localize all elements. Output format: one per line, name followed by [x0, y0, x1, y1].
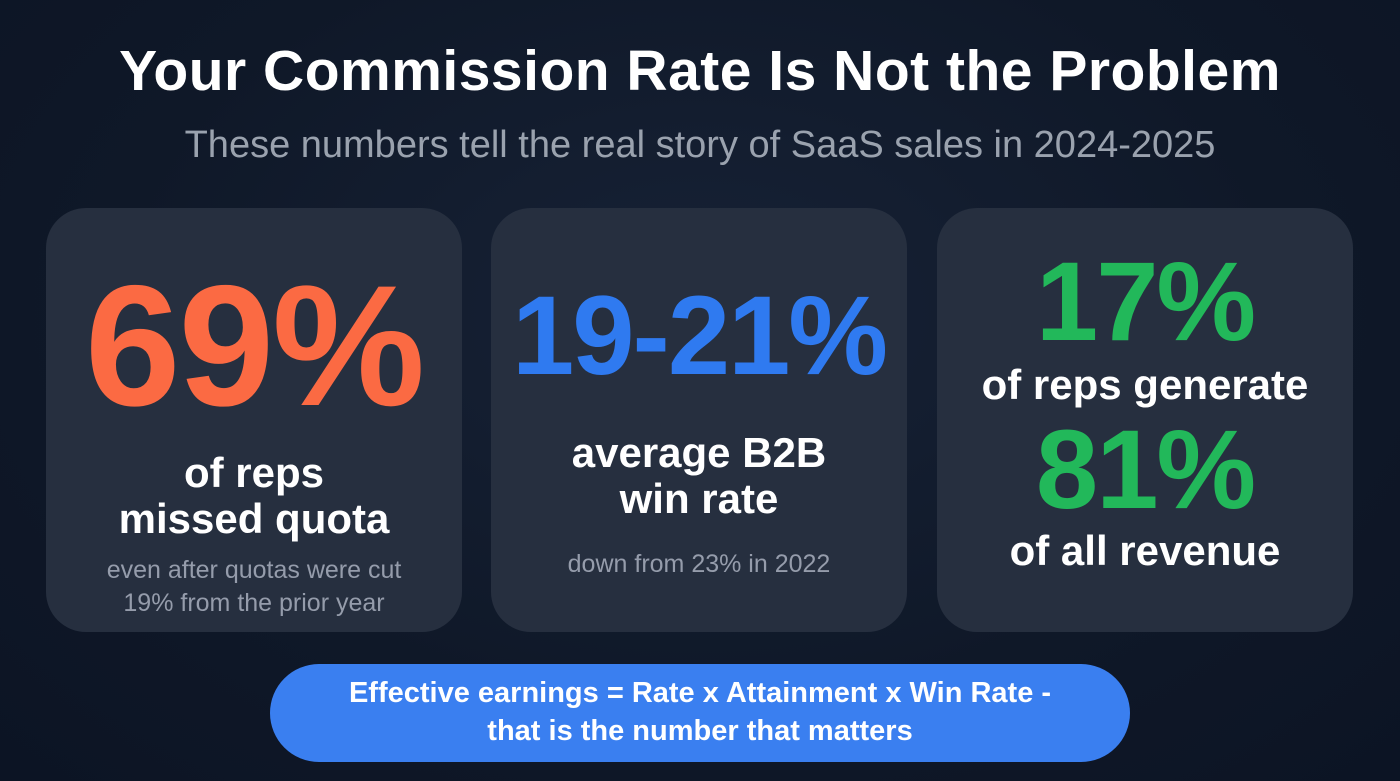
- stat-note: even after quotas were cut 19% from the p…: [107, 554, 402, 619]
- stat-card-missed-quota: 69% of reps missed quota even after quota…: [46, 208, 462, 632]
- stat-note-line: 19% from the prior year: [123, 588, 385, 617]
- stat-label-line: average B2B: [571, 429, 827, 476]
- stat-value-reps: 17%: [1035, 239, 1256, 364]
- stat-label: average B2B win rate: [571, 429, 827, 523]
- stat-card-revenue-concentration: 17% of reps generate 81% of all revenue: [937, 208, 1353, 632]
- callout-line: Effective earnings = Rate x Attainment x…: [348, 677, 1052, 710]
- callout-line: that is the number that matters: [487, 715, 913, 747]
- stat-value: 69%: [84, 250, 425, 442]
- stat-label-line: missed quota: [118, 495, 390, 543]
- stat-value: 19-21%: [511, 273, 888, 398]
- page-title: Your Commission Rate Is Not the Problem: [119, 39, 1281, 103]
- stat-value-revenue: 81%: [1035, 407, 1256, 533]
- stat-label: of reps missed quota: [118, 449, 390, 543]
- stat-label-reps: of reps generate: [981, 361, 1309, 408]
- stat-card-win-rate: 19-21% average B2B win rate down from 23%…: [491, 208, 907, 632]
- page-subtitle: These numbers tell the real story of Saa…: [184, 124, 1216, 166]
- stat-label-line: of reps: [183, 449, 324, 496]
- stat-label-revenue: of all revenue: [1009, 527, 1281, 575]
- stat-label-line: win rate: [619, 475, 779, 523]
- stat-note: down from 23% in 2022: [567, 550, 831, 579]
- callout-banner: Effective earnings = Rate x Attainment x…: [270, 664, 1130, 762]
- stat-note-line: even after quotas were cut: [106, 556, 402, 585]
